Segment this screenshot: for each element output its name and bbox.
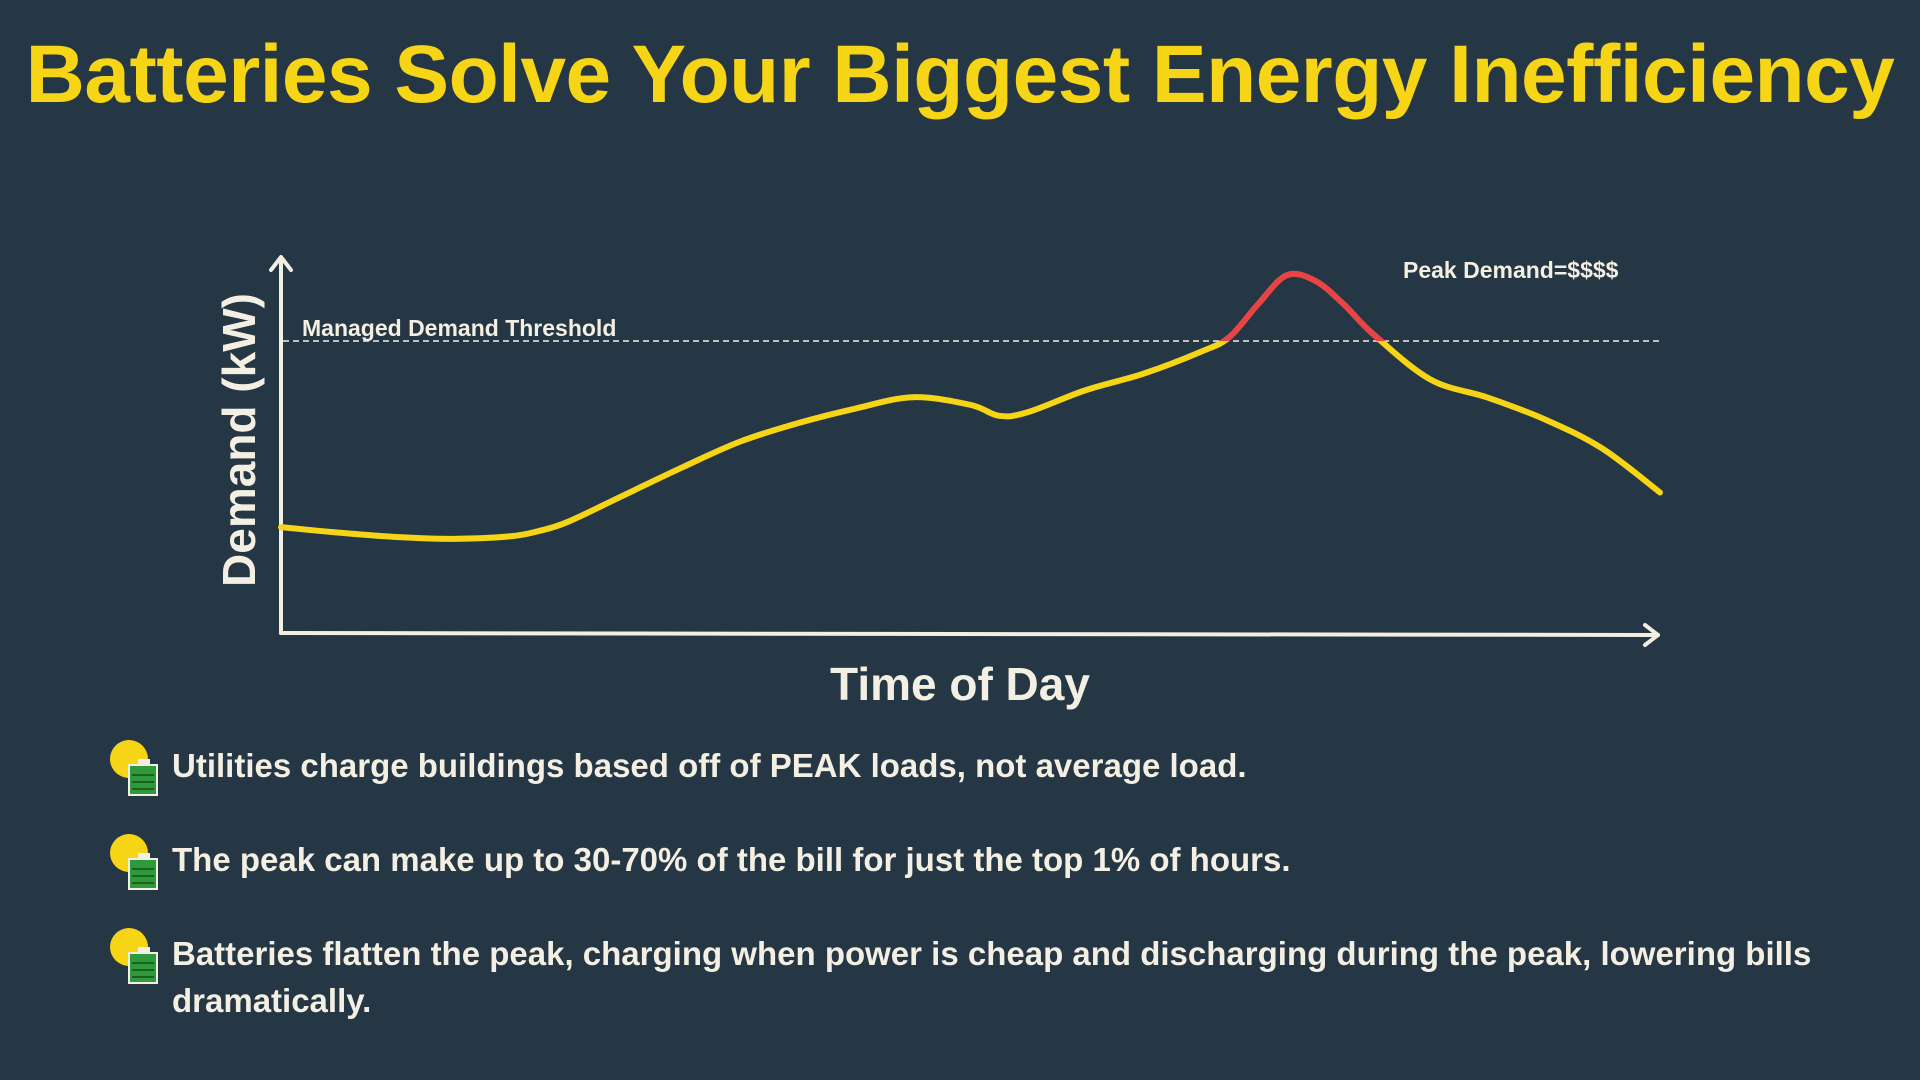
battery-icon (128, 947, 158, 984)
bullet-list: Utilities charge buildings based off of … (110, 740, 1830, 1024)
bullet-item: The peak can make up to 30-70% of the bi… (110, 834, 1830, 890)
bullet-text: Batteries flatten the peak, charging whe… (172, 935, 1812, 1019)
x-axis-arrow-icon (1643, 623, 1660, 647)
bullet-text: Utilities charge buildings based off of … (172, 747, 1247, 784)
peak-demand-label: Peak Demand=$$$$ (1403, 257, 1619, 283)
battery-bullet (110, 928, 166, 984)
battery-icon (128, 759, 158, 796)
bullet-item: Batteries flatten the peak, charging whe… (110, 928, 1830, 1024)
threshold-label: Managed Demand Threshold (302, 315, 616, 341)
x-axis-line (279, 631, 1660, 637)
battery-bullet (110, 834, 166, 890)
battery-bullet (110, 740, 166, 796)
demand-curve (278, 341, 1663, 542)
page-title: Batteries Solve Your Biggest Energy Inef… (25, 29, 1895, 120)
x-axis-label: Time of Day (830, 658, 1090, 710)
y-axis-arrow-icon (269, 255, 293, 272)
bullet-item: Utilities charge buildings based off of … (110, 740, 1830, 796)
bullet-text: The peak can make up to 30-70% of the bi… (172, 841, 1291, 878)
demand-chart: Managed Demand Threshold Peak Demand=$$$$… (213, 255, 1663, 710)
battery-icon (128, 853, 158, 890)
y-axis-label: Demand (kW) (213, 293, 265, 587)
